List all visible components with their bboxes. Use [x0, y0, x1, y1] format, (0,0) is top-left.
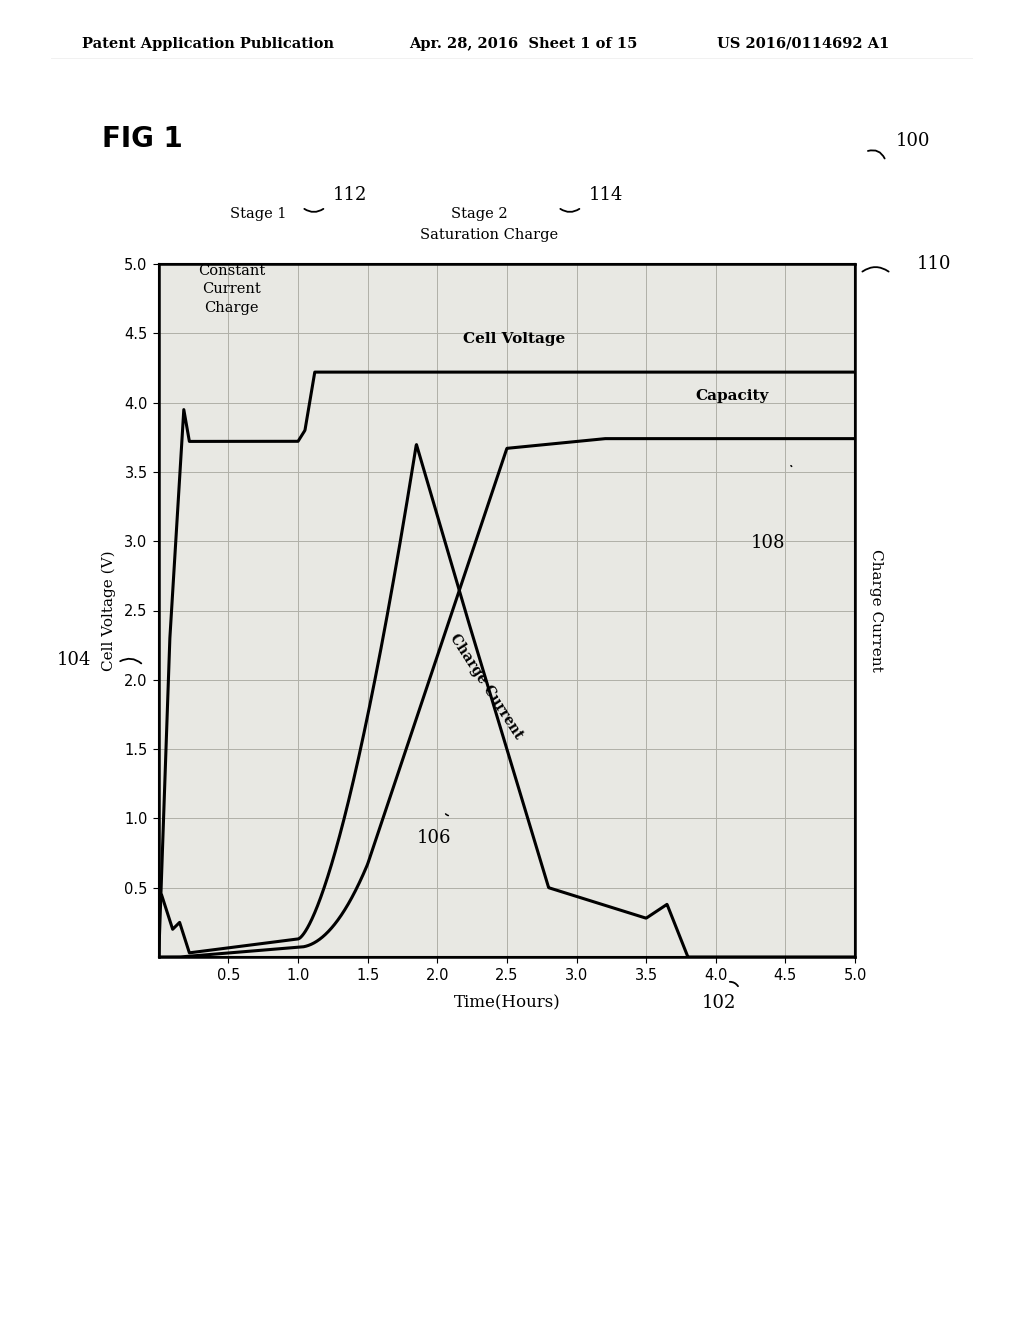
Text: 114: 114 — [589, 186, 624, 205]
Text: Saturation Charge: Saturation Charge — [420, 228, 558, 242]
Text: Stage 2: Stage 2 — [451, 207, 507, 220]
Text: 110: 110 — [916, 255, 951, 273]
Text: Capacity: Capacity — [695, 388, 768, 403]
Y-axis label: Cell Voltage (V): Cell Voltage (V) — [101, 550, 116, 671]
Text: 108: 108 — [751, 535, 785, 552]
Y-axis label: Charge Current: Charge Current — [869, 549, 883, 672]
Text: Apr. 28, 2016  Sheet 1 of 15: Apr. 28, 2016 Sheet 1 of 15 — [410, 37, 638, 50]
Text: Constant
Current
Charge: Constant Current Charge — [198, 264, 265, 314]
Text: US 2016/0114692 A1: US 2016/0114692 A1 — [717, 37, 889, 50]
X-axis label: Time(Hours): Time(Hours) — [454, 994, 560, 1011]
Text: Cell Voltage: Cell Voltage — [463, 331, 565, 346]
Text: Charge Current: Charge Current — [446, 632, 525, 742]
Text: Patent Application Publication: Patent Application Publication — [82, 37, 334, 50]
Text: 106: 106 — [417, 829, 451, 847]
Text: 104: 104 — [56, 651, 91, 669]
Text: Stage 1: Stage 1 — [230, 207, 287, 220]
Text: 100: 100 — [896, 132, 931, 150]
Text: FIG 1: FIG 1 — [102, 124, 183, 153]
Text: 112: 112 — [333, 186, 368, 205]
Text: 102: 102 — [701, 994, 736, 1012]
